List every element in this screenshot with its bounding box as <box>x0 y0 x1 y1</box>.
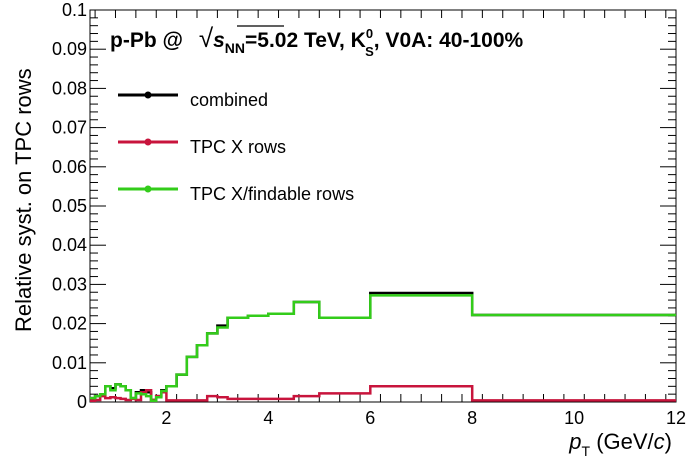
legend-label-tpc-x-findable-rows: TPC X/findable rows <box>190 184 354 204</box>
x-axis-label: pT (GeV/c) <box>568 429 672 459</box>
x-tick-label: 12 <box>666 408 686 428</box>
x-tick-label: 8 <box>467 408 477 428</box>
chart-title: p-Pb @ √sNN=5.02 TeV, K0 S, V0A: 40-100% <box>110 23 524 59</box>
y-tick-label: 0.1 <box>62 0 87 20</box>
x-label-sub: T <box>582 443 591 459</box>
x-label-unit-close: ) <box>665 429 672 454</box>
title-energy: =5.02 TeV, K <box>245 29 366 52</box>
legend: combined TPC X rows TPC X/findable rows <box>118 90 354 204</box>
y-axis: 0 0.01 0.02 0.03 0.04 0.05 0.06 0.07 0.08 0.09 0.1 <box>52 0 676 412</box>
series-layer <box>90 291 676 403</box>
x-label-c: c <box>654 429 665 454</box>
title-prefix: p-Pb @ <box>110 29 189 52</box>
title-s: s <box>213 29 225 52</box>
x-label-unit-open: (GeV/ <box>590 429 654 454</box>
x-tick-label: 4 <box>263 408 273 428</box>
title-particle-sub: S <box>365 44 374 59</box>
y-tick-label: 0.02 <box>52 314 87 334</box>
y-tick-label: 0.04 <box>52 235 87 255</box>
title-particle-sup: 0 <box>366 26 373 41</box>
y-tick-label: 0.06 <box>52 157 87 177</box>
legend-marker-tpc-x-rows <box>144 138 152 146</box>
x-tick-label: 6 <box>365 408 375 428</box>
legend-marker-combined <box>144 91 152 99</box>
x-axis: 2 4 6 8 10 12 <box>94 10 686 428</box>
title-nn: NN <box>225 40 245 56</box>
x-label-p: p <box>568 429 581 454</box>
legend-label-tpc-x-rows: TPC X rows <box>190 137 286 157</box>
sqrt-sign: √ <box>199 23 214 53</box>
title-suffix: , V0A: 40-100% <box>374 29 524 52</box>
y-axis-label: Relative syst. on TPC rows <box>11 68 36 332</box>
legend-marker-tpc-x-findable-rows <box>144 185 152 193</box>
y-tick-label: 0.05 <box>52 196 87 216</box>
series-line-tpc-x-findable-rows <box>90 294 676 403</box>
legend-label-combined: combined <box>190 90 268 110</box>
x-tick-label: 10 <box>564 408 584 428</box>
y-tick-label: 0 <box>77 392 87 412</box>
y-tick-label: 0.09 <box>52 39 87 59</box>
x-tick-label: 2 <box>161 408 171 428</box>
y-tick-label: 0.07 <box>52 118 87 138</box>
y-tick-label: 0.01 <box>52 353 87 373</box>
y-tick-label: 0.03 <box>52 274 87 294</box>
y-tick-label: 0.08 <box>52 78 87 98</box>
